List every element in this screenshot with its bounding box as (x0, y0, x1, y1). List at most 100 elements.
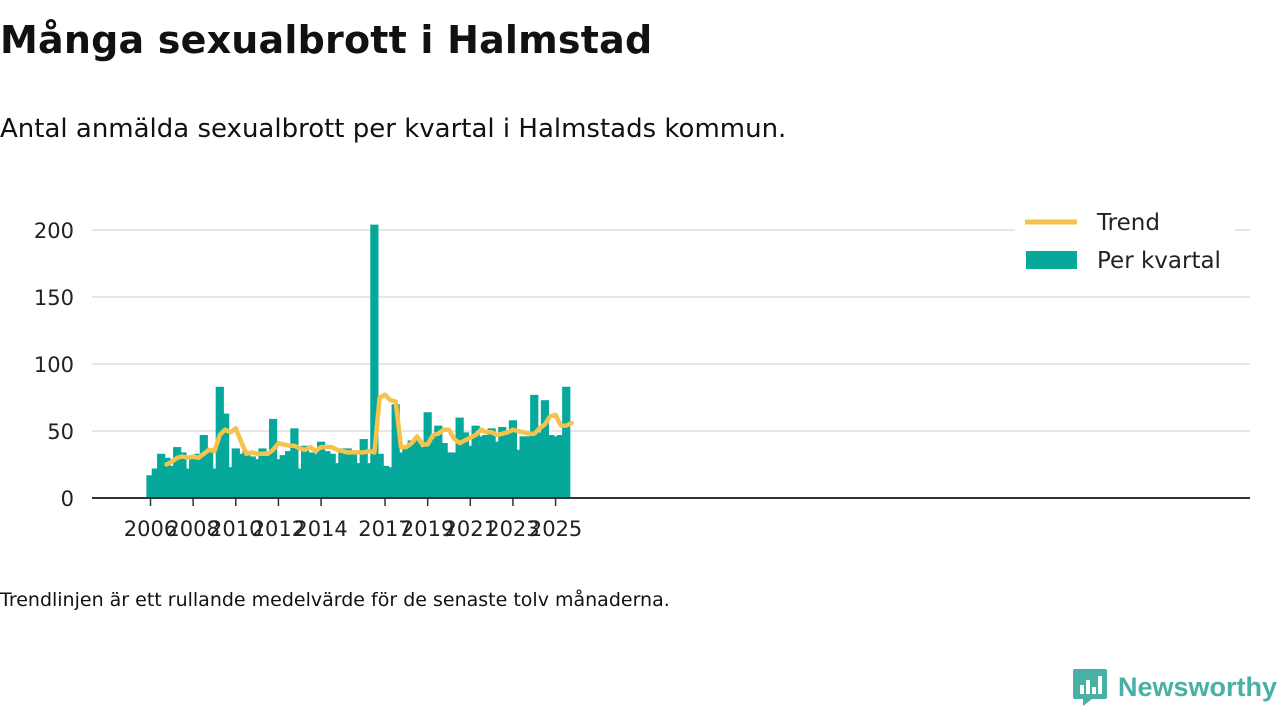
bar (508, 420, 518, 498)
bar (423, 412, 432, 498)
bar (332, 463, 342, 498)
legend: Trend Per kvartal (1015, 204, 1235, 284)
bar (274, 459, 283, 498)
x-tick-label: 2010 (209, 517, 262, 541)
y-axis-ticks: 0 50 100 150 200 (34, 219, 74, 511)
bar (450, 452, 459, 498)
bar (556, 435, 566, 498)
bar (258, 448, 267, 498)
bar (434, 425, 443, 498)
bar (519, 436, 528, 498)
bar (194, 453, 203, 498)
x-tick-label: 2014 (294, 517, 347, 541)
brand-name: Newsworthy (1118, 671, 1278, 702)
bar (183, 468, 192, 498)
bar (514, 449, 523, 498)
bar (546, 435, 555, 498)
bar (247, 456, 256, 498)
bar (311, 453, 320, 498)
newsworthy-logo-icon (1073, 669, 1107, 706)
y-tick-label: 0 (61, 487, 74, 511)
y-tick-label: 150 (34, 286, 74, 310)
bar (210, 468, 219, 498)
bar (316, 441, 326, 498)
x-tick-label: 2006 (124, 517, 177, 541)
bar (157, 453, 166, 498)
bar (237, 453, 246, 498)
bar (231, 448, 240, 498)
bar (460, 432, 470, 498)
bar (343, 448, 352, 498)
bar (471, 425, 480, 498)
bar (498, 426, 507, 498)
bar (162, 457, 171, 498)
bar (444, 452, 454, 498)
bar (146, 475, 155, 498)
bar (189, 459, 198, 498)
bar (439, 443, 448, 498)
bar (295, 468, 304, 498)
bar (327, 453, 336, 498)
y-tick-label: 200 (34, 219, 74, 243)
x-tick-label: 2008 (166, 517, 219, 541)
x-tick-label: 2017 (358, 517, 411, 541)
x-tick-label: 2012 (252, 517, 305, 541)
x-tick-label: 2023 (486, 517, 539, 541)
bar (279, 455, 288, 498)
bar (359, 439, 368, 498)
legend-bar-swatch (1026, 251, 1077, 269)
bar (205, 451, 214, 498)
bar (375, 453, 384, 498)
bar (242, 451, 251, 498)
x-tick-label: 2021 (444, 517, 497, 541)
bar (524, 436, 534, 498)
bar (348, 453, 358, 498)
bar-series (146, 224, 571, 498)
legend-trend-label: Trend (1096, 210, 1160, 236)
bar (482, 435, 491, 498)
legend-background (1015, 204, 1235, 284)
bar (221, 413, 230, 498)
bar (535, 432, 544, 498)
bar (370, 224, 379, 498)
y-tick-label: 50 (47, 420, 74, 444)
bar (268, 418, 278, 498)
bar (455, 417, 464, 498)
bar (290, 428, 299, 498)
bar (380, 465, 390, 498)
bar (412, 440, 422, 498)
bar (551, 436, 560, 498)
trend-line (164, 392, 574, 467)
bar (322, 451, 331, 498)
bar (263, 453, 272, 498)
chart-subtitle: Antal anmälda sexualbrott per kvartal i … (0, 114, 787, 144)
bar (466, 445, 475, 498)
bar (215, 386, 224, 498)
bar (284, 451, 294, 498)
bar (407, 440, 416, 498)
bar (253, 459, 262, 498)
x-tick-label: 2025 (529, 517, 582, 541)
chart-title: Många sexualbrott i Halmstad (0, 18, 653, 62)
bar (306, 452, 315, 498)
bar (199, 435, 208, 498)
bar (173, 447, 182, 498)
y-tick-label: 100 (34, 353, 74, 377)
bar (487, 428, 496, 498)
bar (364, 463, 374, 498)
brand-logo: Newsworthy (1072, 666, 1277, 708)
bar (530, 394, 539, 498)
bar (503, 433, 512, 498)
bar (354, 463, 363, 498)
bar (540, 400, 550, 498)
bar (391, 404, 400, 498)
bar (338, 448, 347, 498)
bar (396, 452, 406, 498)
bar (418, 447, 427, 498)
bar (402, 447, 411, 498)
bar (492, 441, 502, 498)
bar (178, 452, 187, 498)
bar (428, 439, 438, 498)
